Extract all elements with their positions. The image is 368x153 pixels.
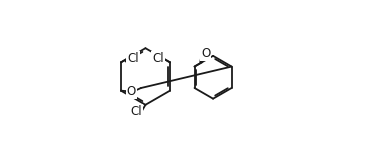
Text: O: O — [127, 85, 136, 98]
Text: Cl: Cl — [127, 52, 139, 65]
Text: O: O — [201, 47, 210, 60]
Text: Cl: Cl — [152, 52, 164, 65]
Text: Cl: Cl — [130, 105, 142, 118]
